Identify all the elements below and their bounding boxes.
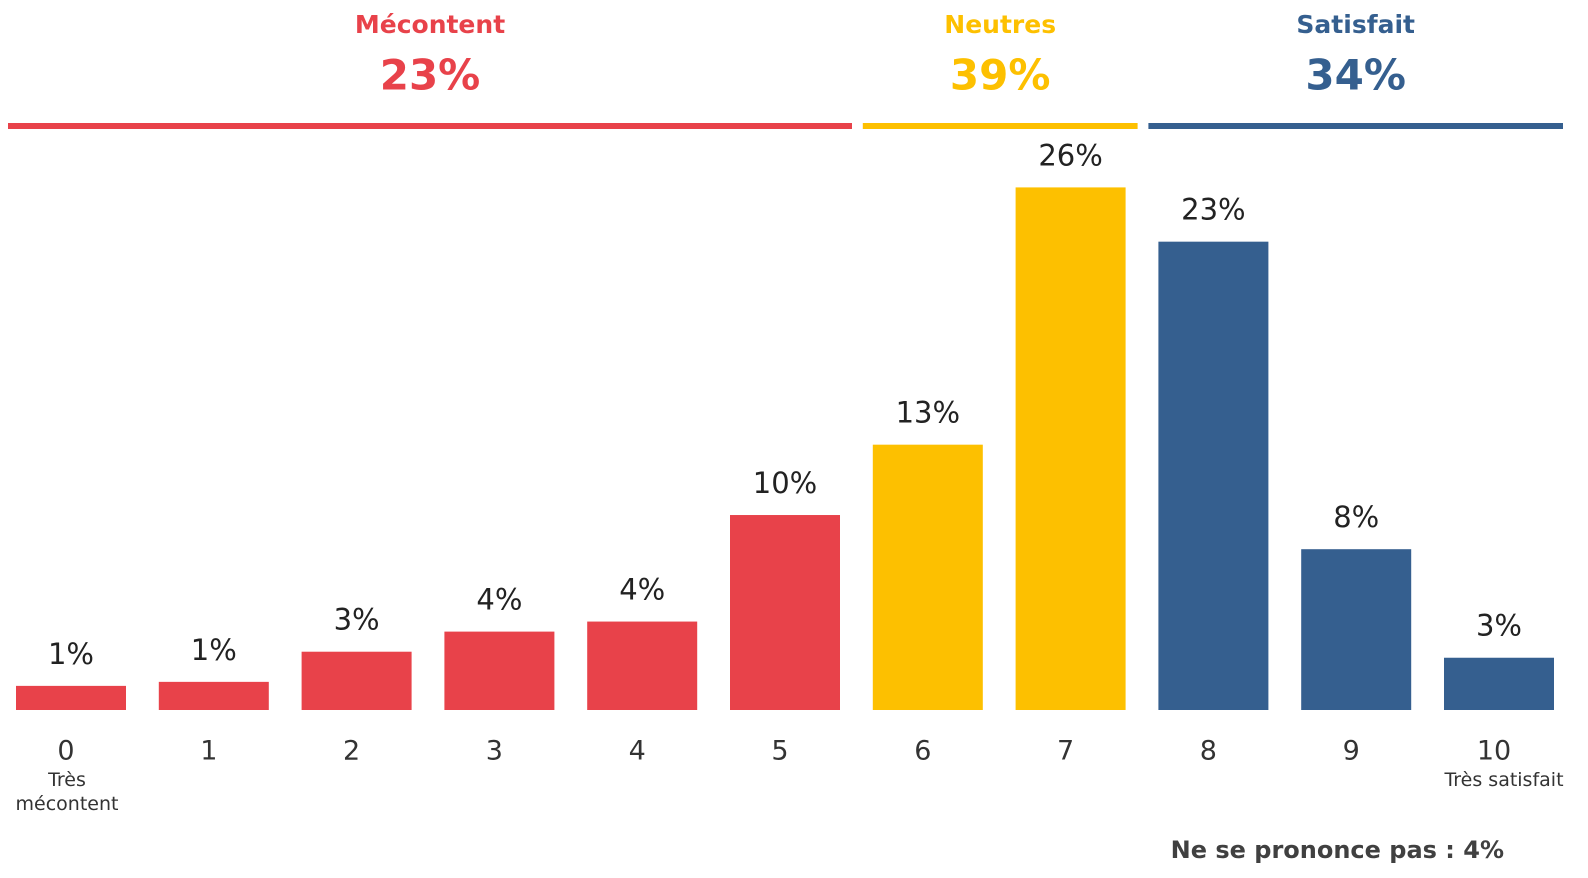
value-label: 3% [334, 603, 380, 637]
value-label: 23% [1181, 193, 1245, 227]
group-name: Satisfait [1296, 10, 1415, 39]
x-tick-label: 6 [914, 736, 931, 767]
value-label: 8% [1333, 500, 1379, 534]
x-tick-label: 9 [1343, 736, 1360, 767]
value-label: 26% [1038, 138, 1102, 172]
group-value: 34% [1305, 51, 1406, 100]
value-label: 1% [191, 633, 237, 667]
x-tick-label: 4 [629, 736, 646, 767]
x-tick-label: 10 [1477, 736, 1511, 767]
scale-end-label: Très satisfait [1444, 769, 1564, 791]
scale-start-label: Très mécontent [15, 769, 119, 815]
bar [1444, 657, 1554, 710]
x-tick-label: 0 [57, 736, 74, 767]
x-tick-label: 2 [343, 736, 360, 767]
x-tick-label: 3 [486, 736, 503, 767]
bar [16, 685, 126, 710]
value-label: 13% [896, 396, 960, 430]
value-label: 1% [48, 637, 94, 671]
bar [872, 444, 983, 710]
value-label: 10% [753, 466, 817, 500]
x-tick-label: 1 [200, 736, 217, 767]
group-value: 23% [380, 51, 481, 100]
group-line [8, 123, 852, 129]
bar [1301, 549, 1412, 710]
value-label: 3% [1476, 609, 1522, 643]
group-line [862, 123, 1138, 129]
x-tick-label: 5 [771, 736, 788, 767]
group-value: 39% [950, 51, 1051, 100]
bar [1158, 241, 1269, 711]
bar [587, 621, 698, 710]
value-label: 4% [619, 573, 665, 607]
value-label: 4% [476, 583, 522, 617]
bar [158, 681, 269, 710]
group-line [1148, 123, 1563, 129]
group-name: Neutres [944, 10, 1056, 39]
x-tick-label: 7 [1057, 736, 1074, 767]
bar [1015, 187, 1126, 710]
x-tick-label: 8 [1200, 736, 1217, 767]
bar [730, 515, 840, 710]
bar [301, 651, 412, 710]
bar [444, 631, 555, 710]
note: Ne se prononce pas : 4% [1170, 836, 1504, 864]
group-name: Mécontent [355, 10, 505, 39]
